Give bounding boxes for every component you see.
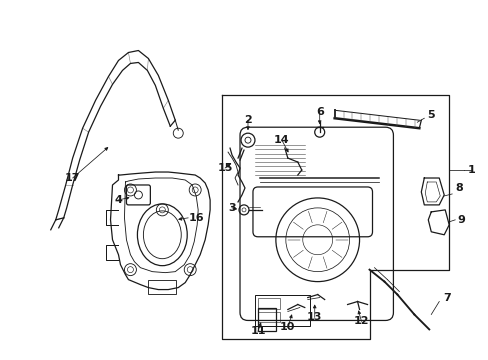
Text: 15: 15	[217, 163, 232, 173]
Text: 14: 14	[273, 135, 289, 145]
Text: 11: 11	[250, 327, 265, 336]
Text: 3: 3	[228, 203, 235, 213]
Bar	[258, 298, 279, 310]
Text: 13: 13	[306, 312, 322, 323]
Text: 12: 12	[353, 316, 368, 327]
Text: 7: 7	[443, 293, 450, 302]
Text: 5: 5	[427, 110, 434, 120]
Bar	[258, 312, 279, 323]
Text: 2: 2	[244, 115, 251, 125]
Bar	[254, 294, 309, 327]
Text: 17: 17	[65, 173, 80, 183]
Text: 8: 8	[454, 183, 462, 193]
Text: 9: 9	[456, 215, 464, 225]
Text: 16: 16	[188, 213, 203, 223]
Bar	[148, 280, 176, 293]
Text: 1: 1	[467, 165, 474, 175]
Bar	[258, 307, 275, 332]
Text: 4: 4	[114, 195, 122, 205]
Text: 10: 10	[280, 323, 295, 332]
Text: 6: 6	[315, 107, 323, 117]
